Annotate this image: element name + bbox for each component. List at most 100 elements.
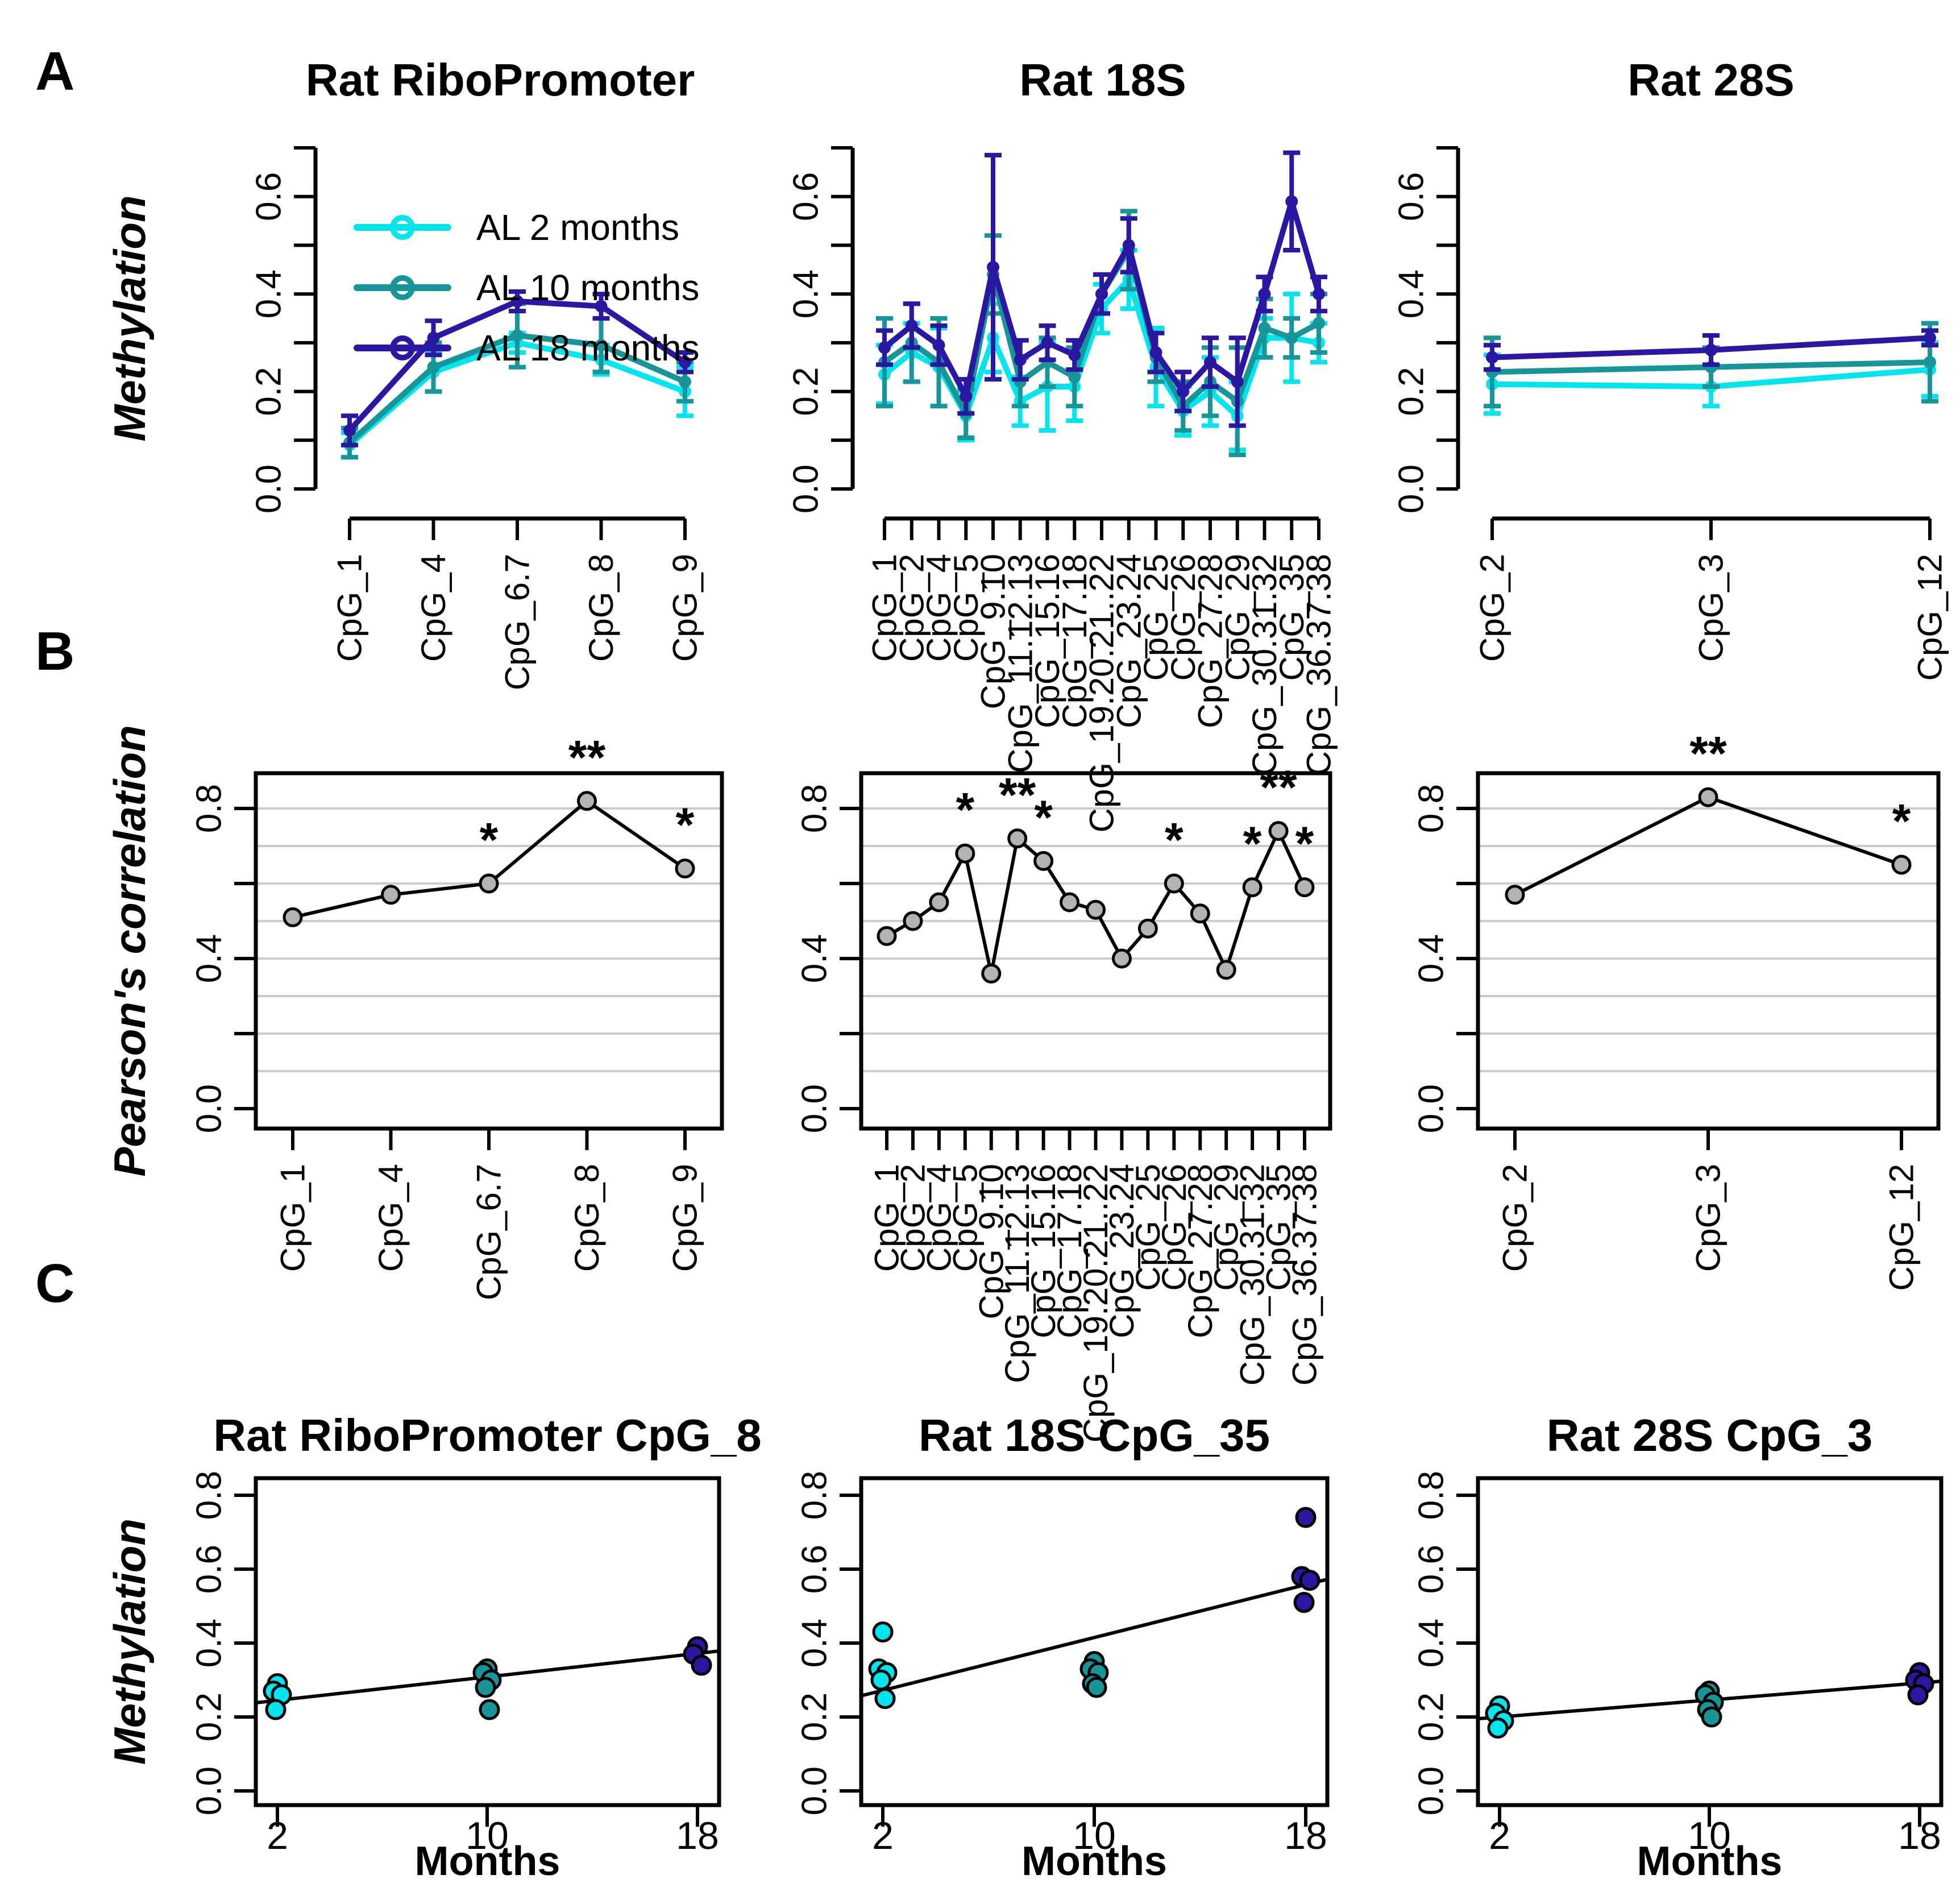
- x-tick-label: CpG_11.12.13: [998, 1164, 1036, 1383]
- y-tick-label: 0.6: [190, 1545, 229, 1594]
- y-tick-label: 0.6: [795, 1545, 834, 1594]
- data-point: [1487, 1718, 1509, 1739]
- group-al-2-months: [868, 1621, 898, 1709]
- series-al-18-months: [1484, 328, 1938, 372]
- y-axis-title: Pearson's correlation: [105, 725, 155, 1177]
- x-tick-label: CpG_19.20.21..22: [1083, 554, 1121, 832]
- x-axis: CpG_1 CpG_4 CpG_6.7 CpG_8 CpG_9: [274, 1129, 704, 1300]
- y-axis: 0.0 0.4 0.8: [795, 784, 861, 1133]
- data-point: [343, 424, 356, 437]
- data-point: [283, 907, 303, 927]
- x-axis: 2 10 18: [267, 1805, 719, 1857]
- data-point: [1268, 821, 1289, 841]
- data-point: [1924, 331, 1936, 345]
- data-point: [577, 791, 597, 811]
- chart-c1: Rat RiboPromoter CpG_8Methylation0.00.20…: [105, 1410, 762, 1883]
- data-point: [1258, 322, 1271, 335]
- y-tick-label: 0.6: [787, 172, 826, 221]
- x-axis: CpG_1 CpG_4 CpG_6.7 CpG_8 CpG_9: [331, 516, 704, 690]
- data-point: [1033, 851, 1054, 871]
- significance-star: *: [480, 813, 499, 866]
- y-axis: 0.0 0.2 0.4 0.6 0.8: [795, 1471, 861, 1815]
- y-tick-label: 0.4: [250, 269, 289, 318]
- series-al-18-months: [876, 150, 1327, 428]
- legend-marker: [390, 215, 415, 240]
- legend: AL 2 months AL 10 months AL 18 months: [354, 207, 700, 368]
- x-axis: 2 10 18: [1489, 1805, 1941, 1857]
- x-tick-label: CpG_36.37.38: [1286, 1164, 1324, 1386]
- chart-title: Rat 18S CpG_35: [919, 1410, 1270, 1461]
- x-tick-label: 2: [1489, 1814, 1510, 1857]
- data-point: [595, 300, 608, 313]
- x-axis: CpG_2 CpG_3 CpG_12: [1496, 1129, 1921, 1291]
- x-tick-label: CpG_6.7: [499, 554, 537, 690]
- data-point: [475, 1677, 496, 1698]
- panel-label-c: C: [35, 1253, 75, 1314]
- data-point: [1086, 899, 1106, 920]
- data-point: [1698, 787, 1718, 807]
- data-point: [1204, 356, 1216, 369]
- y-tick-label: 0.0: [1412, 1084, 1451, 1133]
- group-al-18-months: [683, 1636, 712, 1676]
- x-axis: 2 10 18: [872, 1805, 1327, 1857]
- significance-star: *: [1034, 790, 1053, 844]
- x-tick-label: CpG_27.28: [1191, 554, 1230, 728]
- trend-line: [862, 1578, 1327, 1698]
- y-tick-label: 0.4: [190, 934, 229, 983]
- data-point: [1095, 288, 1108, 301]
- gridlines: [863, 807, 1328, 1072]
- x-tick-label: 10: [466, 1814, 509, 1857]
- chart-title: Rat 28S: [1627, 55, 1794, 105]
- significance-star: *: [1295, 817, 1314, 870]
- y-tick-label: 0.4: [1412, 1619, 1451, 1668]
- data-point: [1111, 948, 1132, 969]
- y-axis: 0.0 0.4 0.8: [190, 784, 256, 1133]
- y-tick-label: 0.4: [795, 934, 834, 983]
- group-al-2-months: [263, 1673, 292, 1720]
- chart-b2: 0.00.40.8CpG_1CpG_2CpG_4CpG_5CpG_9.10CpG…: [795, 761, 1332, 1442]
- plot-box: [859, 1476, 1330, 1807]
- data-point: [1060, 892, 1080, 913]
- data-point: [878, 341, 891, 354]
- y-tick-label: 0.2: [1392, 367, 1431, 416]
- chart-c3: Rat 28S CpG_3 0.0 0.2 0.4 0.6 0.8 2 10 18 Months: [1412, 1410, 1944, 1883]
- y-tick-label: 0.8: [190, 784, 229, 833]
- x-tick-label: CpG_5: [947, 554, 985, 662]
- x-tick-label: CpG_30.31.32: [1245, 554, 1284, 775]
- data-point: [1891, 855, 1912, 875]
- x-tick-label: CpG_25: [1129, 1164, 1167, 1291]
- data-point: [960, 390, 973, 403]
- data-point: [427, 360, 440, 374]
- x-tick-label: CpG_4: [414, 554, 452, 662]
- y-axis-title: Methylation: [105, 195, 155, 441]
- data-point: [1086, 1677, 1107, 1698]
- x-tick-label: CpG_3: [1689, 1164, 1728, 1272]
- plot-box: [254, 1476, 721, 1807]
- y-tick-label: 0.0: [795, 1766, 834, 1815]
- data-point: [1907, 1684, 1929, 1706]
- data-point: [479, 873, 499, 894]
- significance-star: *: [1165, 813, 1184, 866]
- chart-title: Rat 18S: [1019, 55, 1186, 105]
- series-al-18-months: [341, 289, 694, 447]
- x-axis-title: Months: [1021, 1839, 1167, 1883]
- legend-item: AL 2 months: [354, 207, 679, 248]
- data-point: [981, 963, 1002, 984]
- significance-star: *: [1892, 794, 1911, 848]
- y-tick-label: 0.4: [190, 1619, 229, 1668]
- chart-a3: Rat 28S 0.0 0.2 0.4 0.6 CpG_2 CpG_3 CpG_12: [1392, 55, 1949, 681]
- legend-label: AL 18 months: [476, 327, 700, 368]
- x-tick-label: CpG_6.7: [470, 1164, 508, 1300]
- chart-a1: Rat RiboPromoter Methylation 0.0 0.2 0.4 0.6 C…: [105, 55, 704, 690]
- significance-star: *: [956, 783, 974, 836]
- x-tick-label: CpG_12: [1911, 554, 1949, 681]
- legend-marker: [390, 335, 415, 360]
- x-tick-label: CpG_25: [1137, 554, 1175, 681]
- x-tick-label: CpG_9: [666, 554, 704, 662]
- data-point: [1041, 336, 1054, 349]
- y-axis: 0.0 0.2 0.4 0.6: [1392, 146, 1460, 513]
- x-tick-label: CpG_29: [1218, 554, 1256, 681]
- y-tick-label: 0.6: [250, 172, 289, 221]
- significance-star: **: [1689, 727, 1727, 780]
